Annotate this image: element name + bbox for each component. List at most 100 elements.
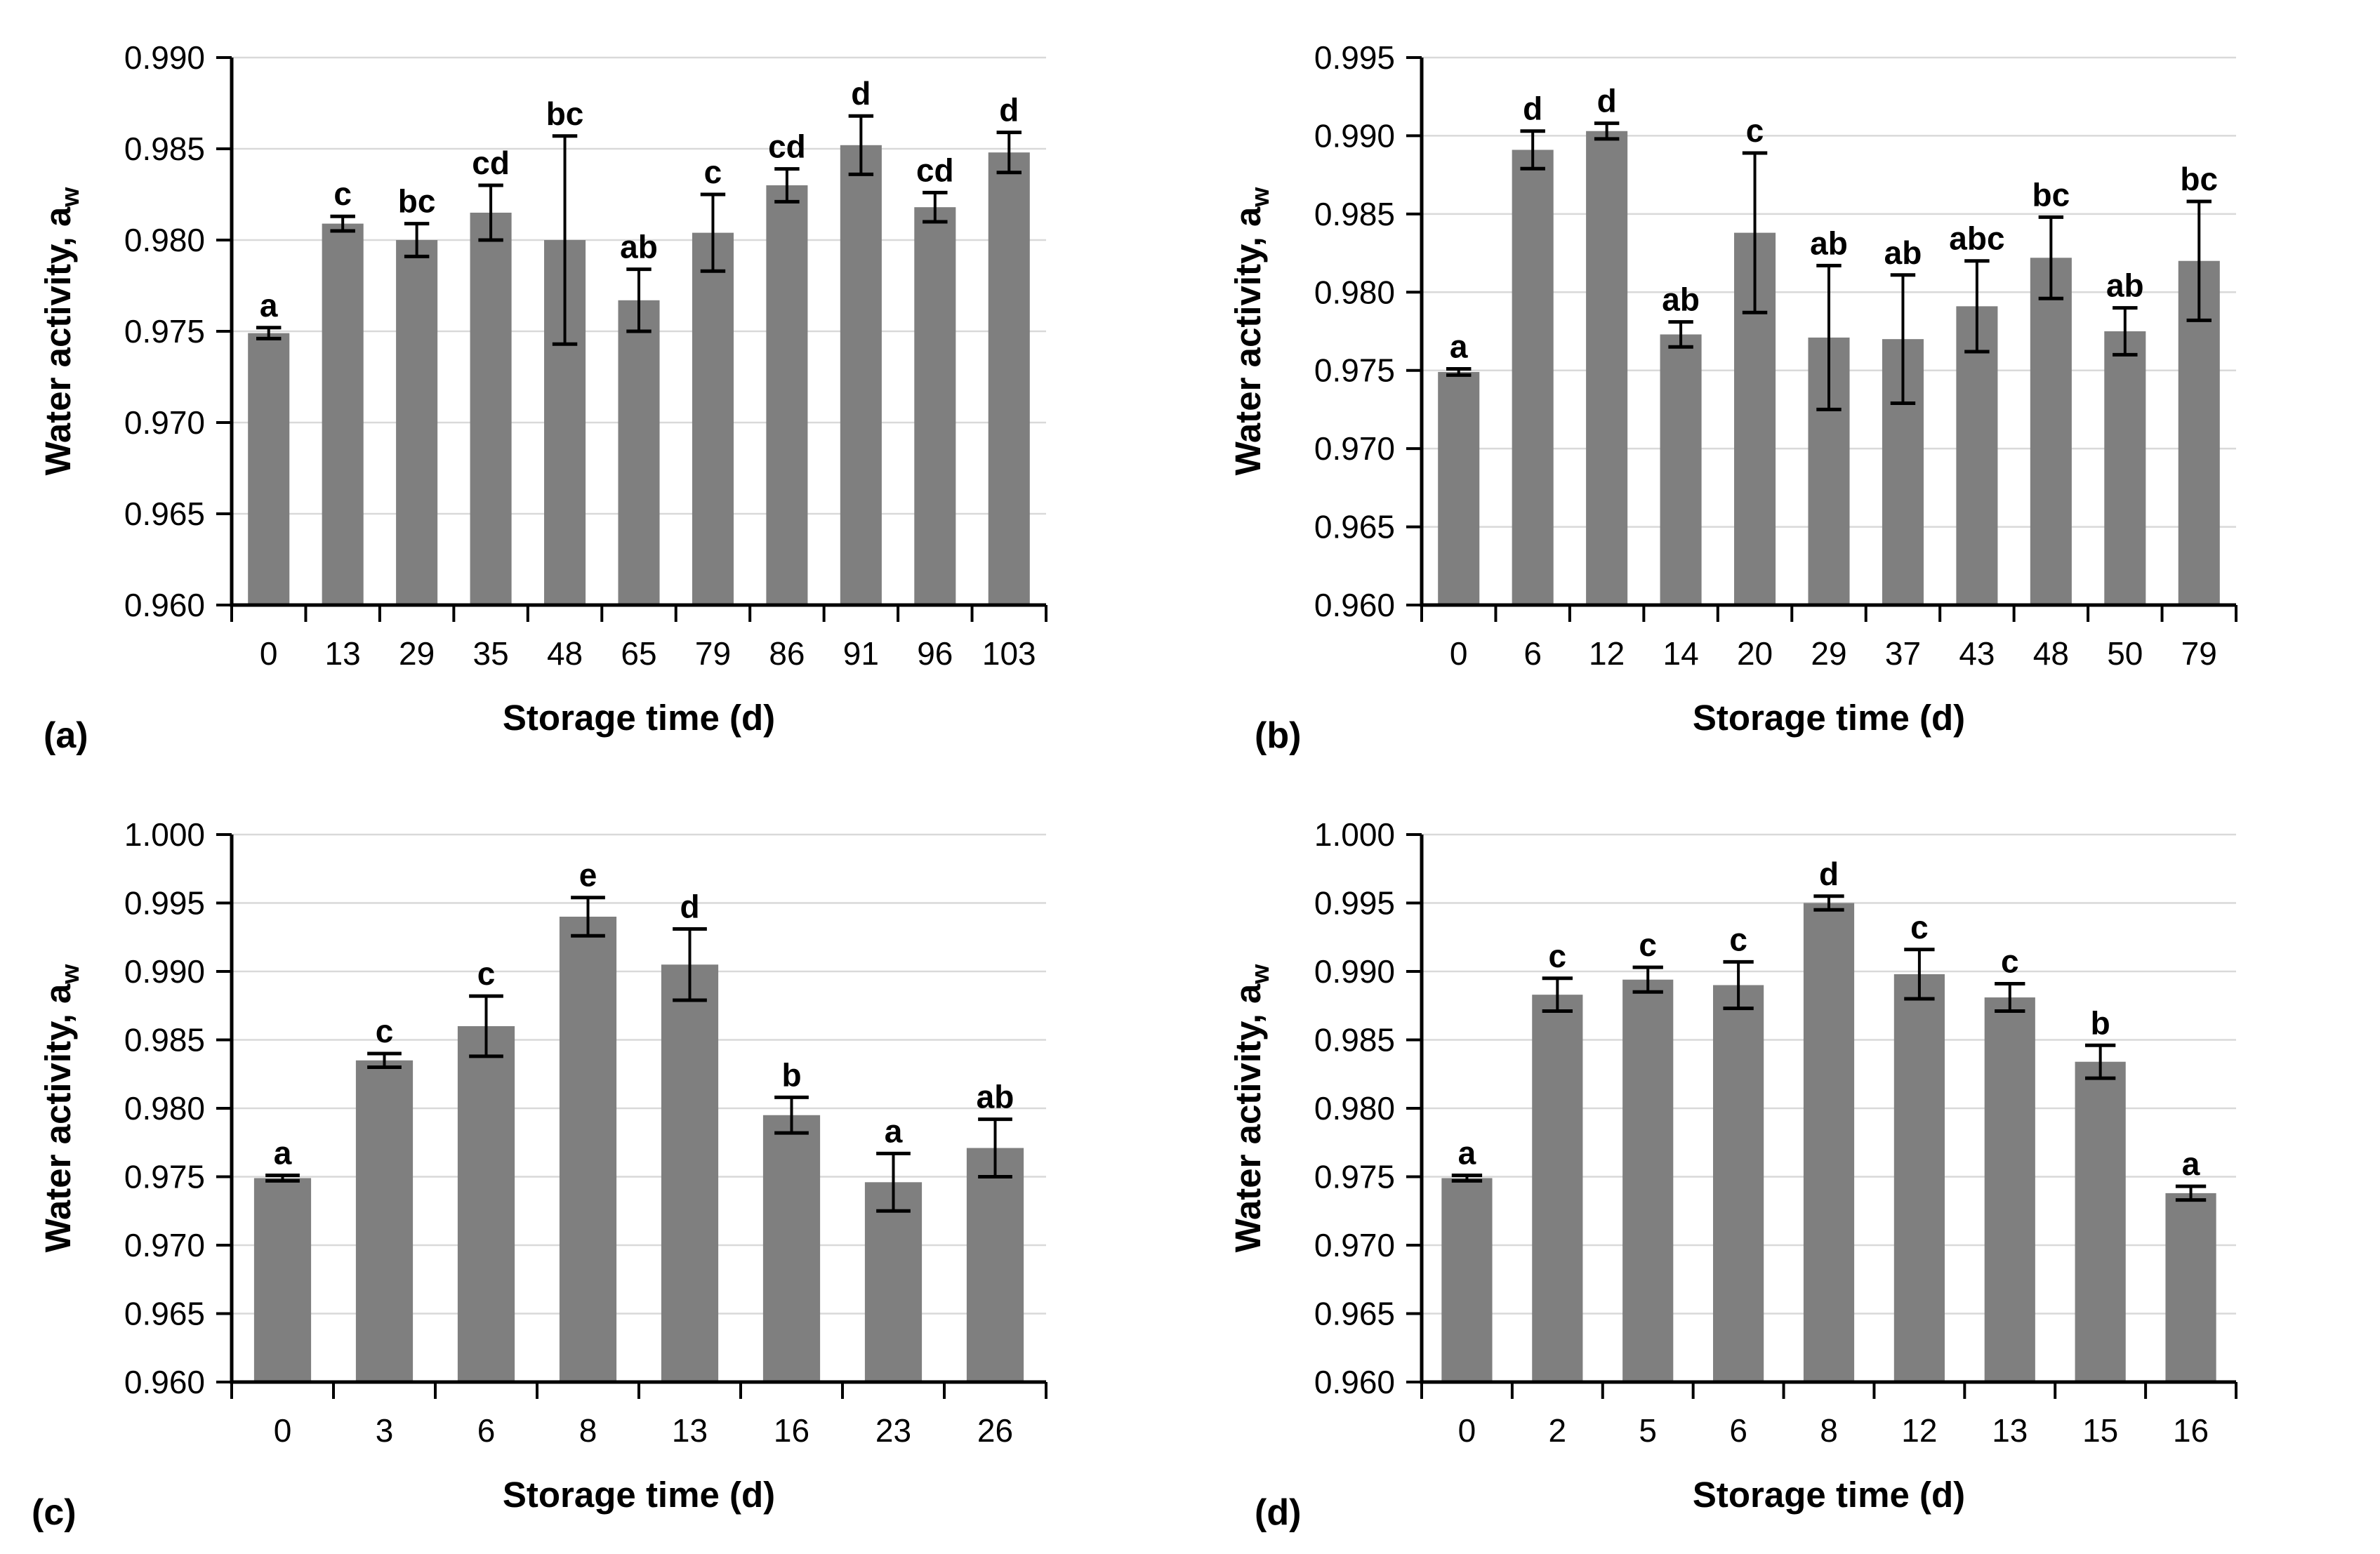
y-tick-label: 0.975 [1314, 1159, 1395, 1195]
x-tick-label: 16 [2173, 1412, 2209, 1449]
x-tick-label: 0 [274, 1412, 292, 1449]
x-tick-label: 43 [1959, 635, 1995, 672]
x-tick-label: 20 [1737, 635, 1773, 672]
y-tick-label: 0.975 [1314, 352, 1395, 389]
significance-letter: d [1819, 856, 1839, 892]
y-tick-label: 0.970 [124, 404, 205, 441]
bar [864, 1182, 923, 1382]
chart-c-bar-canvas: a c c e d b a ab 1.000 0.995 0.990 0.985 0.980 0.975 0… [38, 816, 1047, 1515]
y-tick-label: 0.985 [1314, 1022, 1395, 1058]
x-tick-label: 65 [621, 635, 656, 672]
y-tick-label: 0.985 [124, 1022, 205, 1058]
y-tick-label: 1.000 [124, 816, 205, 853]
bar [1713, 985, 1764, 1382]
x-axis-title: Storage time (d) [1693, 1475, 1965, 1515]
x-axis-title: Storage time (d) [1693, 698, 1965, 738]
bar [840, 145, 882, 606]
y-tick-label: 0.960 [124, 1364, 205, 1400]
x-tick-label: 96 [917, 635, 953, 672]
x-tick-label: 48 [2033, 635, 2069, 672]
bar [2075, 1061, 2126, 1382]
significance-letter: bc [2180, 161, 2218, 197]
y-tick-label: 0.995 [1314, 885, 1395, 922]
y-tick-label: 0.980 [1314, 1090, 1395, 1127]
x-tick-label: 91 [843, 635, 879, 672]
panel-label-d: (d) [1255, 1492, 1302, 1533]
y-axis-title: Water activity, aw [1228, 964, 1274, 1253]
bar [2165, 1193, 2216, 1382]
significance-letter: a [260, 287, 278, 324]
panel-label-c: (c) [32, 1492, 77, 1533]
x-tick-label: 6 [1523, 635, 1542, 672]
significance-letter: a [1458, 1135, 1476, 1171]
bar [248, 333, 290, 605]
panel-b: a d d ab c ab ab abc bc ab bc 0.995 0.990 0.985 0.980 0… [1190, 0, 2380, 777]
significance-letter: cd [916, 152, 954, 188]
x-tick-label: 16 [774, 1412, 809, 1449]
bar [2104, 331, 2146, 605]
significance-letter: c [1639, 927, 1657, 963]
significance-letter: d [1597, 83, 1617, 119]
significance-letter: a [885, 1113, 903, 1149]
y-tick-label: 0.960 [1314, 587, 1395, 623]
significance-letter: c [1729, 921, 1747, 957]
x-tick-label: 50 [2107, 635, 2143, 672]
y-tick-label: 0.970 [124, 1227, 205, 1263]
significance-letter: a [1450, 328, 1468, 364]
bar [322, 223, 364, 606]
chart-a-bar-canvas: ac bccdbcabccddcdd0.9900.9850.9800.9750.9… [38, 39, 1047, 738]
panel-c: a c c e d b a ab 1.000 0.995 0.990 0.985 0.980 0.975 0… [0, 777, 1190, 1554]
significance-letter: c [1746, 112, 1764, 149]
bar [1512, 150, 1554, 605]
y-tick-label: 0.960 [124, 587, 205, 623]
y-axis-title: Water activity, aw [1228, 187, 1274, 476]
panel-label-a: (a) [44, 715, 88, 756]
x-tick-label: 13 [1992, 1412, 2028, 1449]
x-tick-label: 5 [1639, 1412, 1657, 1449]
y-tick-label: 0.990 [124, 953, 205, 990]
y-tick-label: 0.960 [1314, 1364, 1395, 1400]
x-tick-label: 37 [1885, 635, 1921, 672]
panel-a: a c bc cd bc ab c cd d cd d 0.990 0.985 0.980 0.975 0.9… [0, 0, 1190, 777]
y-tick-label: 0.985 [124, 131, 205, 167]
bar [1622, 979, 1674, 1382]
bar [396, 240, 438, 605]
x-tick-label: 0 [260, 635, 278, 672]
significance-letter: c [704, 154, 722, 190]
bar [1984, 997, 2035, 1382]
bar [559, 917, 617, 1382]
x-tick-label: 13 [325, 635, 361, 672]
significance-letter: c [1910, 909, 1929, 945]
x-tick-label: 6 [1729, 1412, 1747, 1449]
significance-letter: c [2001, 943, 2019, 980]
bar [253, 1178, 312, 1382]
bar [457, 1026, 515, 1382]
y-tick-label: 0.975 [124, 313, 205, 350]
bar [2030, 258, 2072, 605]
x-tick-label: 79 [695, 635, 731, 672]
y-tick-label: 0.980 [124, 1090, 205, 1127]
x-tick-label: 48 [547, 635, 583, 672]
x-tick-label: 8 [1820, 1412, 1838, 1449]
significance-letter: d [851, 75, 871, 112]
panel-d: a c c c d c c b a 1.000 0.995 0.990 0.985 0.980 0.975 0… [1190, 777, 2380, 1554]
significance-letter: ab [977, 1079, 1014, 1115]
bar [1660, 334, 1702, 605]
x-tick-label: 0 [1458, 1412, 1476, 1449]
y-tick-label: 0.995 [1314, 39, 1395, 76]
x-tick-label: 29 [399, 635, 435, 672]
significance-letter: cd [472, 145, 510, 181]
significance-letter: c [333, 175, 352, 212]
y-tick-label: 0.990 [1314, 953, 1395, 990]
significance-letter: a [274, 1135, 292, 1171]
significance-letter: a [2182, 1145, 2200, 1182]
bar [1532, 995, 1583, 1382]
y-tick-label: 0.980 [1314, 274, 1395, 310]
x-tick-label: 15 [2082, 1412, 2118, 1449]
x-axis-title: Storage time (d) [503, 1475, 775, 1515]
bar [1441, 1178, 1493, 1382]
y-tick-label: 0.965 [1314, 509, 1395, 545]
bar [766, 185, 808, 605]
